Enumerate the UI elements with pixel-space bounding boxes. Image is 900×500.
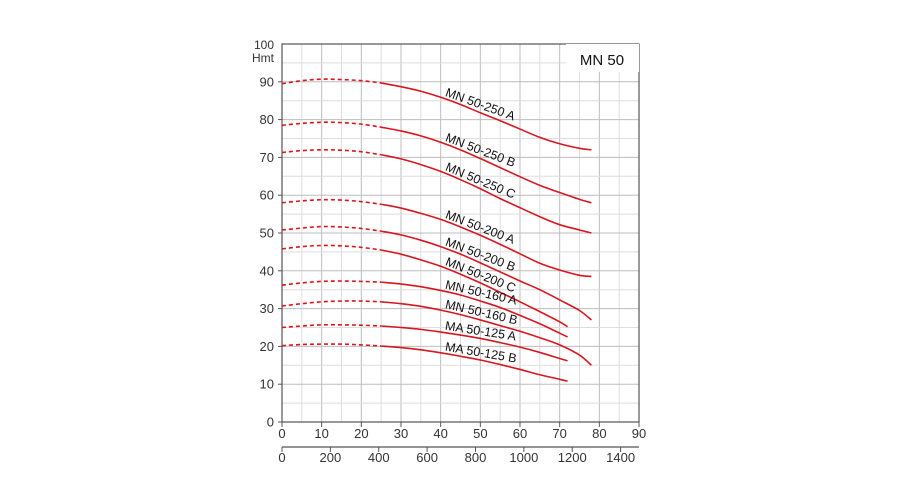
curve-mn-50-200-c [381,249,569,328]
title-box [566,44,639,72]
x2-tick-label: 1400 [606,450,635,465]
curve-mn-50-250-b [381,126,592,204]
axes: 0 10 20 30 40 50 60 70 80 90 0 10 20 30 40 50 60 70 80 90 0 2… [260,74,647,465]
y-tick-label: 0 [267,415,274,430]
y-axis-unit-label: Hmt [252,51,275,65]
x-tick-label: 50 [473,426,487,441]
x2-tick-label: 600 [416,450,438,465]
curve-dashed-mn-50-200-a [281,198,382,206]
curve-dashed-mn-50-250-a [281,78,382,85]
curve-ma-50-125-b [381,345,568,382]
x2-tick-label: 1000 [509,450,538,465]
y-tick-label: 70 [260,150,274,165]
curve-dashed-mn-50-200-b [281,225,382,232]
x-tick-label: 40 [433,426,447,441]
curve-dashed-mn-50-160-b [281,300,382,307]
curve-dashed-mn-50-250-b [281,121,382,128]
y-tick-label: 30 [260,301,274,316]
curve-mn-50-200-a [381,203,592,278]
x2-tick-label: 1200 [558,450,587,465]
curve-dashed-ma-50-125-a [281,323,382,329]
x2-tick-label: 800 [465,450,487,465]
x-tick-label: 10 [314,426,328,441]
x2-tick-label: 400 [368,450,390,465]
curve-dashed-ma-50-125-b [281,343,382,347]
curve-mn-50-160-b [381,301,592,366]
x-tick-label: 80 [592,426,606,441]
y-tick-label: 40 [260,263,274,278]
x-tick-label: 30 [394,426,408,441]
x-tick-label: 20 [354,426,368,441]
y-axis-top-label: 100 [254,38,274,52]
x2-tick-label: 200 [320,450,342,465]
curve-dashed-mn-50-160-a [281,280,382,286]
series-curves: MN 50-250 AMN 50-250 BMN 50-250 CMN 50-2… [281,78,592,382]
curve-mn-50-160-a [381,281,568,338]
curve-ma-50-125-a [381,325,568,362]
x2-tick-label: 0 [278,450,285,465]
x-tick-label: 70 [552,426,566,441]
x-tick-label: 60 [513,426,527,441]
curve-mn-50-250-c [381,153,592,234]
x-tick-label: 90 [632,426,646,441]
y-tick-label: 20 [260,339,274,354]
x-tick-label: 0 [278,426,285,441]
y-tick-label: 90 [260,74,274,89]
curve-mn-50-200-b [381,230,592,321]
y-tick-label: 50 [260,226,274,241]
curve-dashed-mn-50-250-c [281,149,382,156]
y-tick-label: 10 [260,377,274,392]
y-tick-label: 80 [260,112,274,127]
curve-mn-50-250-a [381,82,592,151]
chart-title: MN 50 [580,52,624,69]
y-tick-label: 60 [260,188,274,203]
curve-dashed-mn-50-200-c [281,244,382,251]
